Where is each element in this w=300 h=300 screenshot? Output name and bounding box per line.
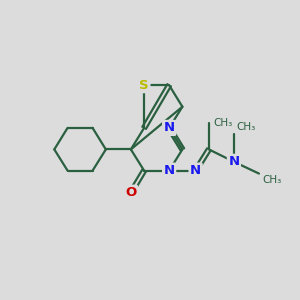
- Text: CH₃: CH₃: [213, 118, 232, 128]
- Text: O: O: [125, 186, 136, 199]
- Text: N: N: [164, 122, 175, 134]
- Text: CH₃: CH₃: [237, 122, 256, 132]
- Text: N: N: [228, 155, 239, 168]
- Text: CH₃: CH₃: [262, 175, 281, 185]
- Text: N: N: [164, 164, 175, 177]
- Text: S: S: [139, 79, 149, 92]
- Text: N: N: [190, 164, 201, 177]
